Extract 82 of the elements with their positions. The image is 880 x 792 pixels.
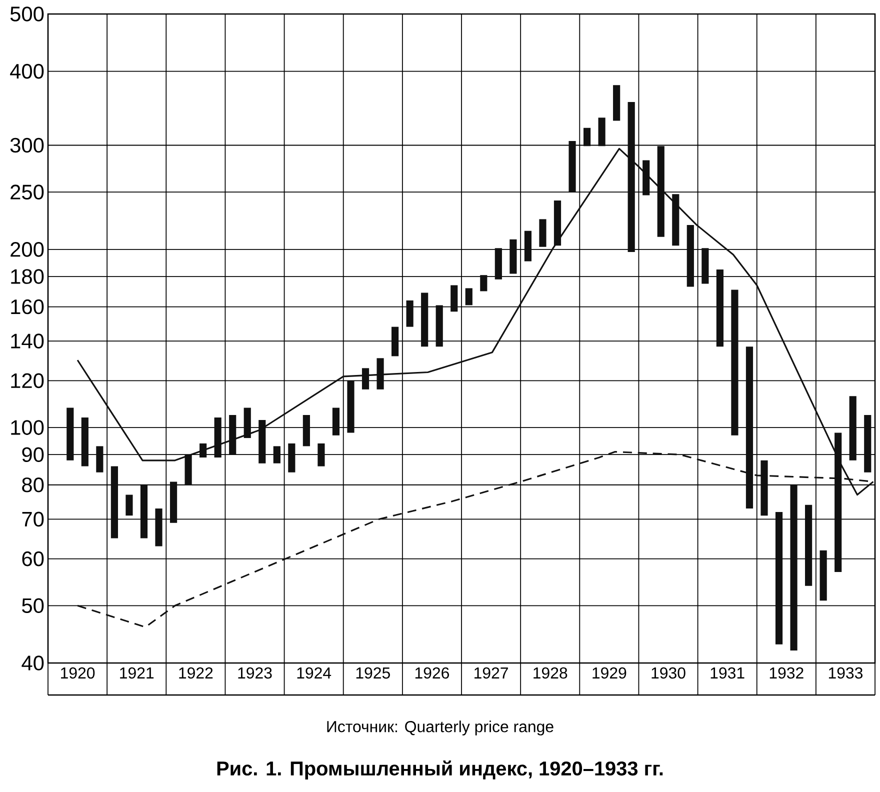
y-tick-label: 300 [10,138,44,153]
bar [273,446,280,464]
bar [376,358,384,390]
x-tick-label: 1930 [652,667,686,679]
y-tick-label: 200 [10,242,44,257]
x-tick-label: 1924 [297,667,332,679]
bar [849,396,856,460]
bar [524,230,532,262]
y-tick-label: 40 [22,656,44,670]
y-tick-label: 90 [22,447,44,462]
y-tick-label: 100 [11,420,44,435]
bar [332,408,340,436]
y-tick-label: 120 [11,373,44,388]
bar [702,248,709,284]
bar [820,550,827,601]
x-tick-label: 1933 [828,667,862,679]
bar [436,305,443,347]
bar [288,443,296,472]
bar [170,482,178,523]
bar [465,288,472,306]
bar [184,454,192,485]
y-tick-label: 250 [10,184,44,200]
bar [362,368,370,390]
bar [126,494,133,516]
bar [805,504,812,586]
bar [510,239,517,274]
bar [494,248,502,280]
bar [613,85,620,121]
bar [318,443,325,466]
y-tick-label: 160 [11,299,44,314]
bar [583,128,591,146]
bar [81,417,88,466]
y-tick-label: 60 [22,551,44,566]
bar [110,466,118,538]
x-tick-label: 1920 [61,667,95,679]
bar [96,446,104,472]
bar [258,420,266,464]
bar [731,290,738,436]
bar [554,200,562,246]
bar [229,415,236,455]
bar [406,300,414,327]
bar [392,326,399,356]
bar [642,160,650,196]
x-tick-label: 1925 [356,667,390,679]
x-tick-label: 1929 [592,667,626,679]
bar [686,224,694,287]
bar [155,508,162,546]
y-tick-label: 70 [22,512,44,527]
x-tick-label: 1928 [534,667,568,679]
bar [480,275,488,292]
bar [864,415,872,472]
bar [568,141,576,192]
bar [790,484,798,650]
y-tick-label: 140 [11,334,44,348]
y-tick-label: 500 [10,6,44,22]
x-tick-label: 1927 [474,667,508,679]
y-tick-label: 50 [22,598,44,614]
bar [450,285,458,312]
bar [716,269,724,347]
bar [421,292,428,347]
bar [140,484,148,538]
bar [598,118,606,146]
bar [302,415,310,446]
x-tick-label: 1923 [238,667,272,679]
x-tick-label: 1931 [710,667,744,679]
x-tick-label: 1932 [770,667,804,679]
bar [347,380,354,433]
y-tick-label: 180 [11,269,44,284]
bar [775,512,783,644]
x-tick-label: 1922 [179,667,213,679]
x-tick-label: 1921 [120,667,154,679]
bar [760,460,768,516]
text: Источник: Quarterly price range [327,720,554,736]
bar [214,417,222,458]
y-tick-label: 400 [10,64,44,79]
bar [66,408,74,460]
x-tick-label: 1926 [415,667,449,679]
bar [539,219,546,247]
y-tick-label: 80 [22,477,44,492]
bar [672,194,680,246]
bar [244,408,251,438]
text: Рис. 1. Промышленный индекс, 1920–1933 гг. [217,760,663,780]
